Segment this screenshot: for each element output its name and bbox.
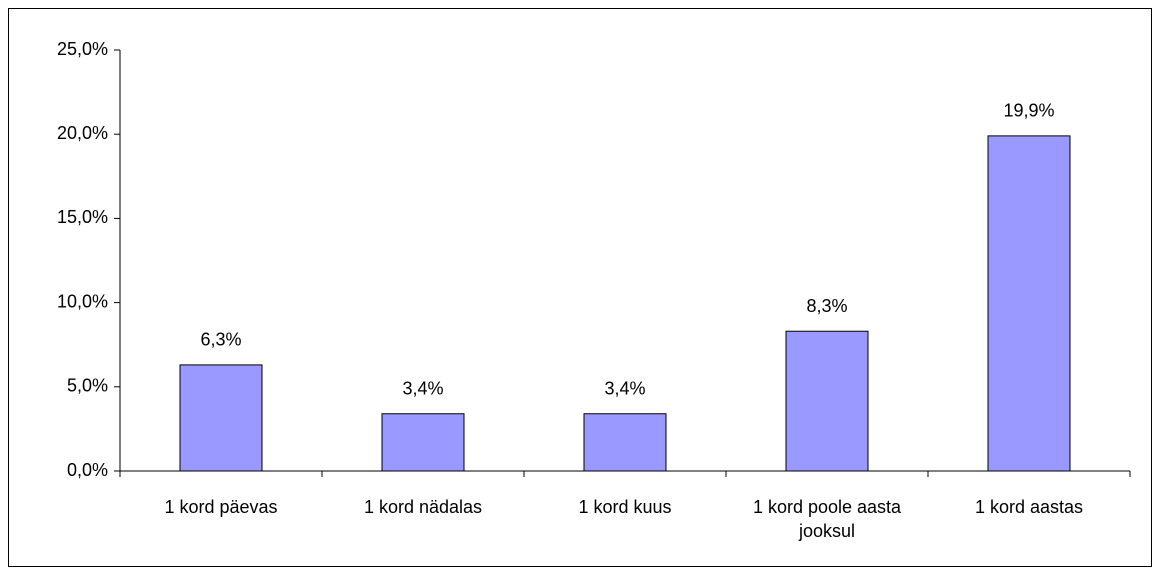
y-tick-label: 0,0% xyxy=(67,460,108,480)
chart-border xyxy=(8,8,1152,567)
y-tick-label: 15,0% xyxy=(57,207,108,227)
y-tick-label: 10,0% xyxy=(57,291,108,311)
data-label: 8,3% xyxy=(806,296,847,316)
bar xyxy=(987,135,1071,472)
data-label: 3,4% xyxy=(604,378,645,398)
data-label: 3,4% xyxy=(402,378,443,398)
data-label: 19,9% xyxy=(1003,101,1054,121)
y-tick-label: 20,0% xyxy=(57,123,108,143)
x-tick-label: 1 kord aastas xyxy=(974,497,1084,517)
bar xyxy=(583,413,667,472)
x-tick-label: 1 kord päevas xyxy=(164,497,278,517)
y-tick-label: 5,0% xyxy=(67,376,108,396)
bar xyxy=(179,364,263,472)
data-label: 6,3% xyxy=(200,330,241,350)
y-tick-label: 25,0% xyxy=(57,39,108,59)
bar xyxy=(785,330,869,472)
bar xyxy=(381,413,465,472)
x-tick-label: 1 kord nädalas xyxy=(363,497,483,517)
x-tick-label: 1 kord poole aasta jooksul xyxy=(752,497,902,541)
x-tick-label: 1 kord kuus xyxy=(578,497,672,517)
